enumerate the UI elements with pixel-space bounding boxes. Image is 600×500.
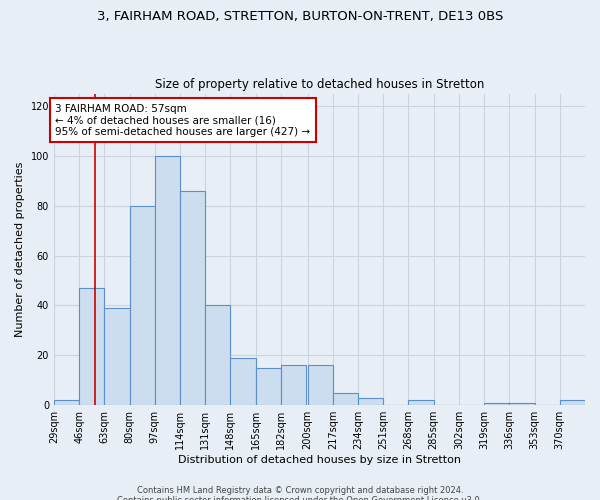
Y-axis label: Number of detached properties: Number of detached properties: [15, 162, 25, 337]
Title: Size of property relative to detached houses in Stretton: Size of property relative to detached ho…: [155, 78, 484, 91]
Text: Contains public sector information licensed under the Open Government Licence v3: Contains public sector information licen…: [118, 496, 482, 500]
Bar: [560, 400, 585, 405]
Text: Contains HM Land Registry data © Crown copyright and database right 2024.: Contains HM Land Registry data © Crown c…: [137, 486, 463, 495]
Bar: [104, 308, 130, 405]
Bar: [79, 288, 104, 405]
Bar: [54, 400, 79, 405]
Bar: [409, 400, 434, 405]
Bar: [509, 402, 535, 405]
X-axis label: Distribution of detached houses by size in Stretton: Distribution of detached houses by size …: [178, 455, 461, 465]
Bar: [130, 206, 155, 405]
Bar: [180, 191, 205, 405]
Bar: [281, 366, 306, 405]
Text: 3 FAIRHAM ROAD: 57sqm
← 4% of detached houses are smaller (16)
95% of semi-detac: 3 FAIRHAM ROAD: 57sqm ← 4% of detached h…: [55, 104, 311, 136]
Bar: [205, 306, 230, 405]
Bar: [155, 156, 180, 405]
Bar: [484, 402, 509, 405]
Bar: [230, 358, 256, 405]
Text: 3, FAIRHAM ROAD, STRETTON, BURTON-ON-TRENT, DE13 0BS: 3, FAIRHAM ROAD, STRETTON, BURTON-ON-TRE…: [97, 10, 503, 23]
Bar: [308, 366, 333, 405]
Bar: [256, 368, 281, 405]
Bar: [333, 392, 358, 405]
Bar: [358, 398, 383, 405]
